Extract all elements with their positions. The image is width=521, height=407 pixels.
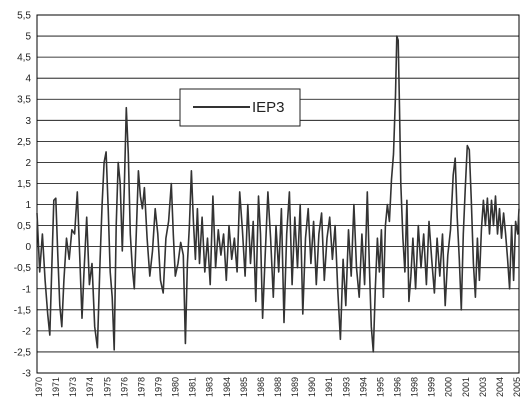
y-tick-label: 0 bbox=[25, 242, 31, 253]
y-tick-label: -2,5 bbox=[14, 347, 32, 358]
x-tick-label: 1976 bbox=[119, 377, 129, 397]
y-tick-label: -1,5 bbox=[14, 305, 32, 316]
x-tick-label: 1973 bbox=[68, 377, 78, 397]
y-axis-tick-labels: 5,5 5 4,5 4 3,5 3 2,5 2 1,5 1 0,5 0 -0,5 -1 -1,5 -2 -2,5… bbox=[14, 11, 32, 380]
x-tick-label: 1974 bbox=[85, 377, 95, 397]
y-tick-label: 4,5 bbox=[17, 53, 31, 64]
y-tick-label: -3 bbox=[22, 369, 31, 380]
y-tick-label: -2 bbox=[22, 326, 31, 337]
y-tick-label: 1 bbox=[25, 200, 31, 211]
y-tick-label: 2,5 bbox=[17, 137, 31, 148]
x-tick-label: 1988 bbox=[273, 377, 283, 397]
x-tick-label: 1984 bbox=[222, 377, 232, 397]
x-tick-label: 1990 bbox=[307, 377, 317, 397]
legend-label: IEP3 bbox=[252, 99, 285, 116]
x-tick-label: 1970 bbox=[34, 377, 44, 397]
x-tick-label: 1985 bbox=[239, 377, 249, 397]
x-tick-label: 1998 bbox=[410, 377, 420, 397]
x-tick-label: 1986 bbox=[256, 377, 266, 397]
x-tick-label: 2004 bbox=[495, 377, 505, 397]
x-tick-label: 2005 bbox=[512, 377, 521, 397]
y-tick-label: 3,5 bbox=[17, 95, 31, 106]
x-tick-label: 1971 bbox=[51, 377, 61, 397]
x-tick-label: 1993 bbox=[341, 377, 351, 397]
y-tick-label: 0,5 bbox=[17, 221, 31, 232]
series-line-iep3 bbox=[36, 35, 520, 353]
gridlines bbox=[37, 14, 519, 374]
x-tick-label: 1999 bbox=[427, 377, 437, 397]
y-tick-label: -0,5 bbox=[14, 263, 32, 274]
y-tick-label: 1,5 bbox=[17, 179, 31, 190]
x-tick-label: 1978 bbox=[136, 377, 146, 397]
x-tick-label: 1979 bbox=[154, 377, 164, 397]
x-tick-label: 1983 bbox=[205, 377, 215, 397]
x-tick-label: 1995 bbox=[375, 377, 385, 397]
x-tick-label: 2003 bbox=[478, 377, 488, 397]
y-tick-label: 2 bbox=[25, 158, 31, 169]
x-tick-label: 1975 bbox=[102, 377, 112, 397]
x-tick-label: 1989 bbox=[290, 377, 300, 397]
x-tick-label: 1994 bbox=[358, 377, 368, 397]
y-tick-label: 3 bbox=[25, 116, 31, 127]
x-tick-label: 1991 bbox=[324, 377, 334, 397]
x-tick-label: 2000 bbox=[444, 377, 454, 397]
x-tick-label: 1980 bbox=[171, 377, 181, 397]
x-tick-label: 1981 bbox=[188, 377, 198, 397]
legend: IEP3 bbox=[179, 88, 301, 127]
x-tick-label: 1996 bbox=[393, 377, 403, 397]
x-tick-label: 2001 bbox=[461, 377, 471, 397]
y-tick-label: 4 bbox=[25, 74, 31, 85]
x-axis-tick-labels: 1970 1971 1973 1974 1975 1976 1978 1979 1980 1981… bbox=[34, 377, 521, 397]
y-tick-label: -1 bbox=[22, 284, 31, 295]
y-tick-label: 5,5 bbox=[17, 11, 31, 22]
plot-frame bbox=[36, 14, 520, 374]
y-tick-label: 5 bbox=[25, 32, 31, 43]
